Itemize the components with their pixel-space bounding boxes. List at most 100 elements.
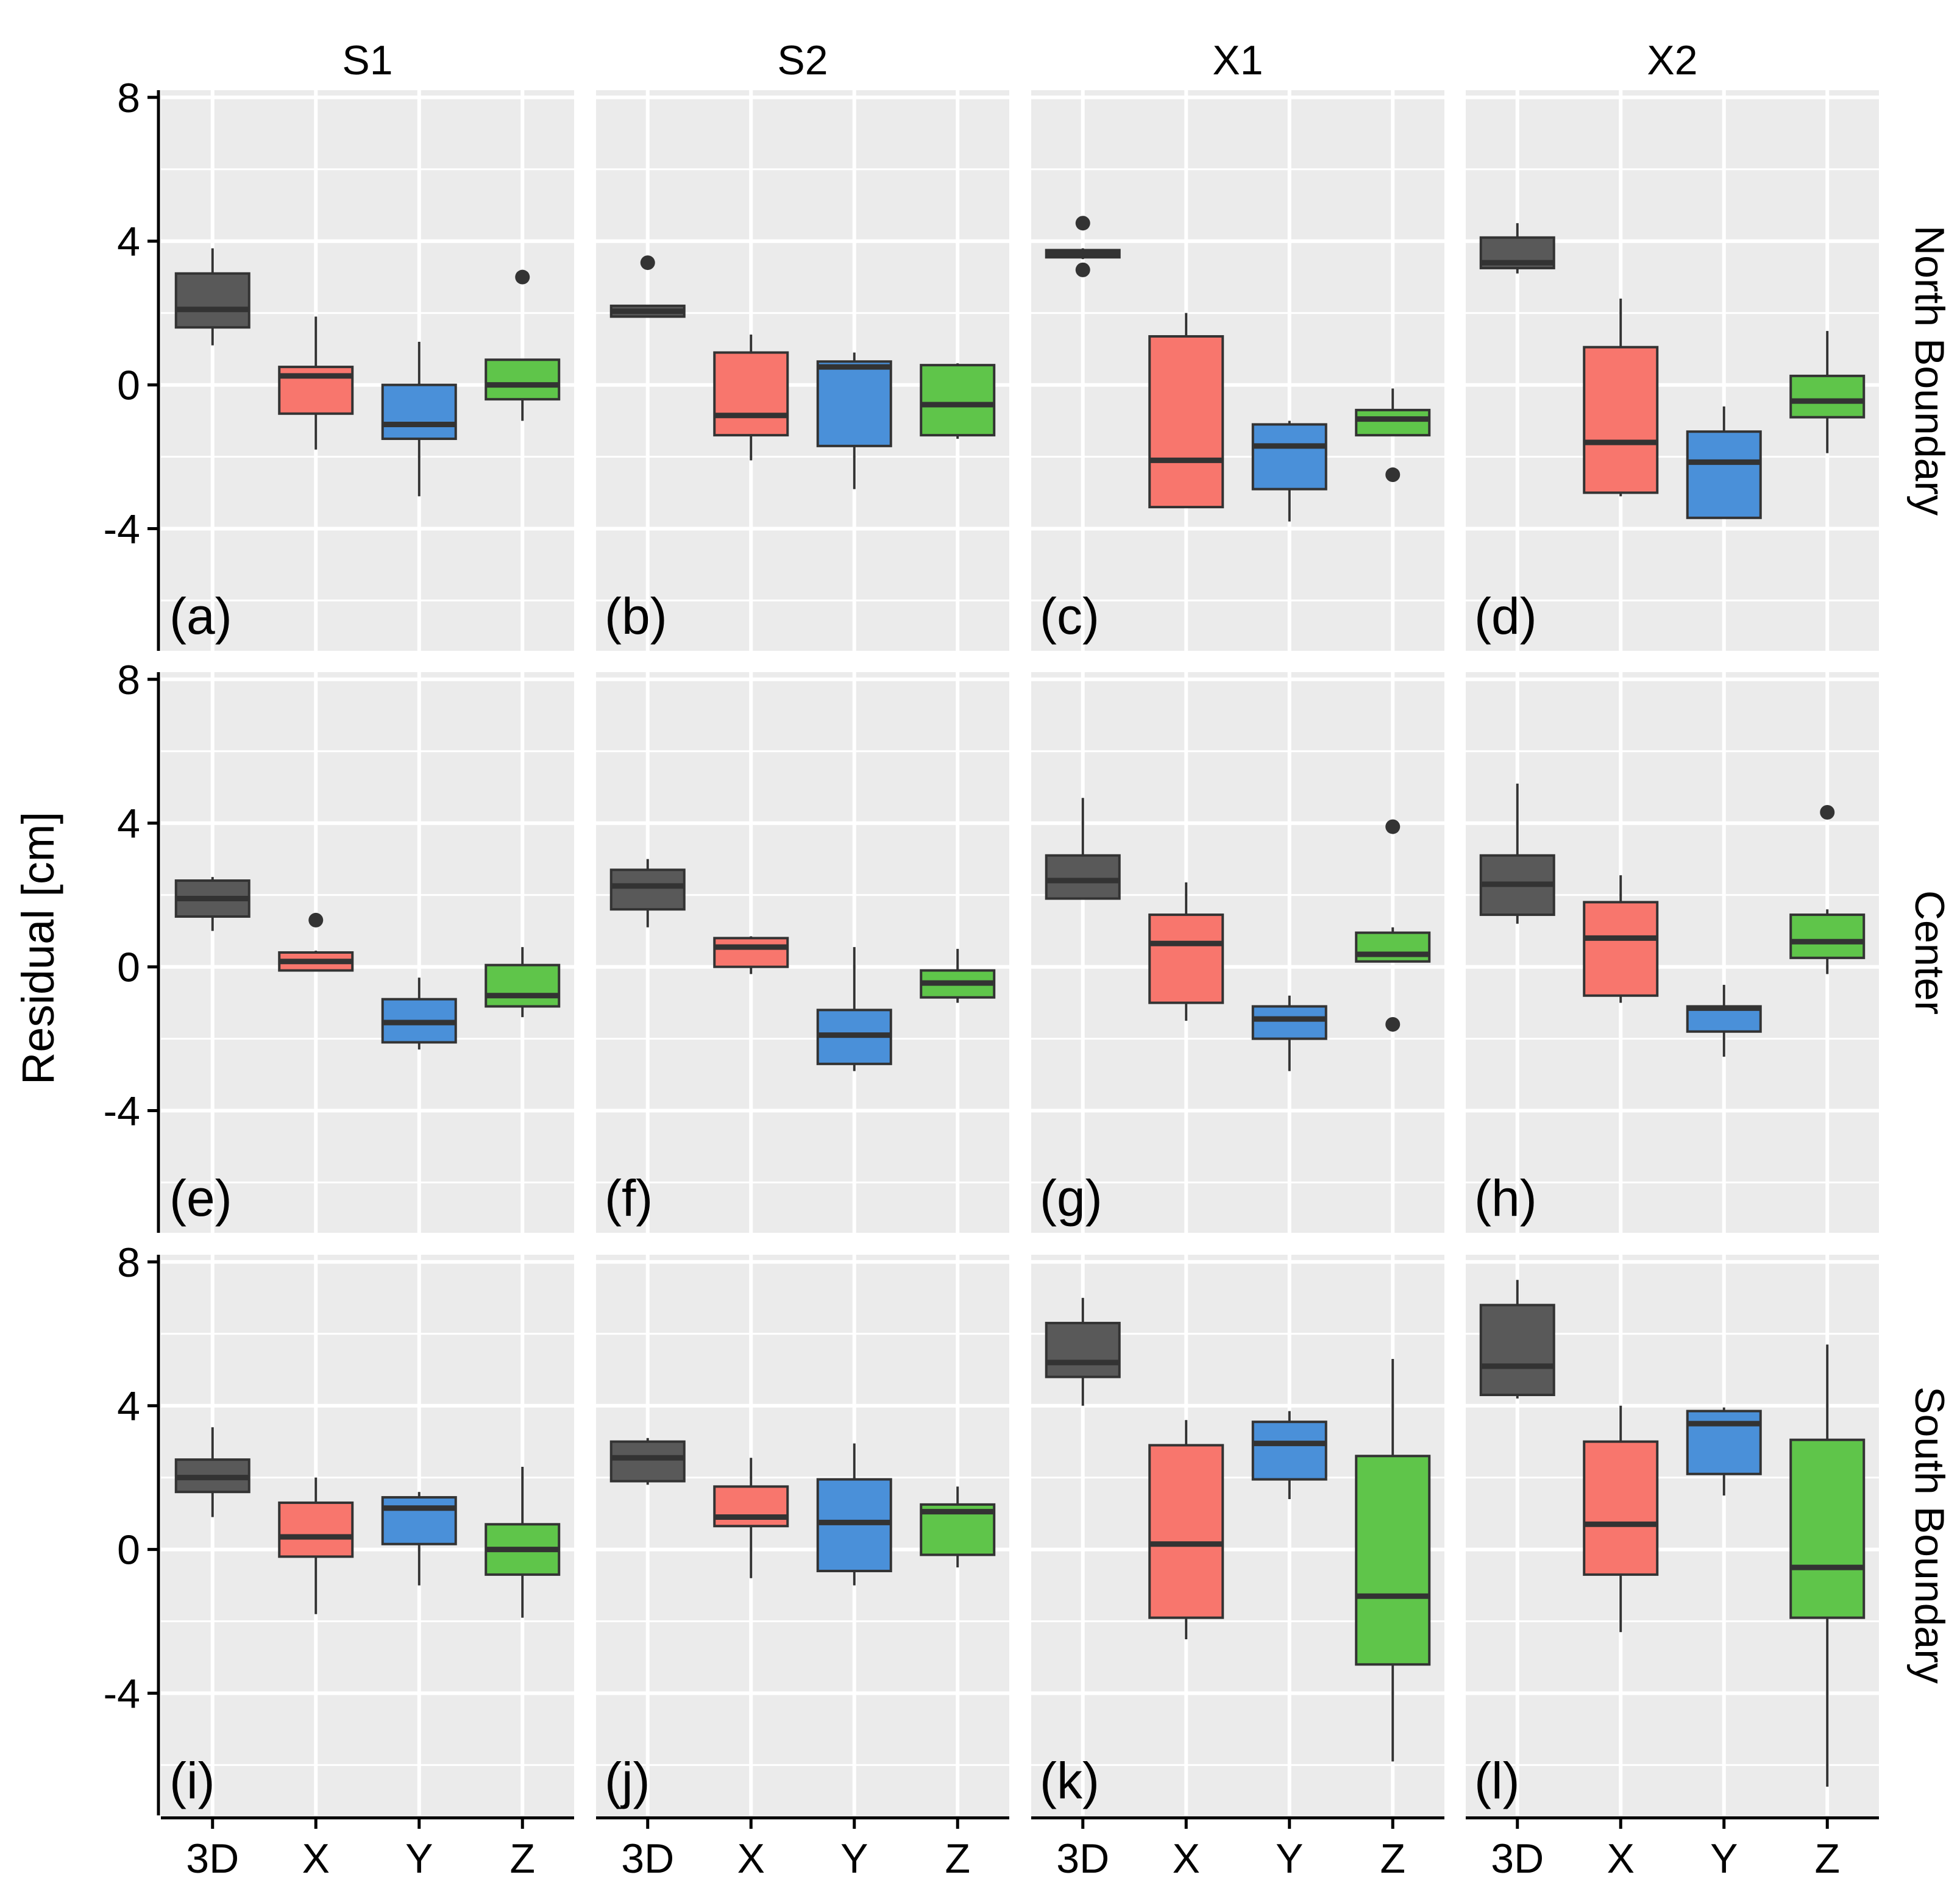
y-tick-label: 8 <box>117 1240 140 1286</box>
box-y <box>816 947 892 1071</box>
box-z <box>920 949 996 1003</box>
x-tick-label: X <box>1173 1835 1200 1882</box>
box-y <box>816 352 892 489</box>
box-3d <box>609 255 686 318</box>
box-iqr <box>1789 374 1866 419</box>
box-x <box>713 936 789 974</box>
panel-g: (g) <box>1031 672 1444 1233</box>
panel-layer: (a) (b) (c) (d) (e) (f) (g) (h) (i) (j) (k) (l) <box>161 90 1879 1815</box>
y-axis-row-1: -4 0 4 8 <box>104 657 160 1233</box>
box-3d <box>174 1427 250 1517</box>
outlier-point <box>1820 805 1835 820</box>
panel-label: (i) <box>169 1752 215 1809</box>
box-z <box>1789 331 1866 453</box>
outlier-point <box>640 255 655 271</box>
box-iqr <box>1148 335 1224 509</box>
box-x <box>1583 875 1659 1003</box>
column-strip-label: X1 <box>1212 37 1263 83</box>
box-iqr <box>1251 423 1327 491</box>
row-strip-label: Center <box>1906 890 1953 1015</box>
y-tick-label: 4 <box>117 1383 140 1430</box>
panel-label: (a) <box>169 587 232 645</box>
box-iqr <box>381 1496 457 1545</box>
outlier-point <box>1385 467 1401 483</box>
box-x <box>713 335 789 461</box>
box-z <box>1789 1344 1866 1787</box>
y-tick-label: -4 <box>104 1670 140 1717</box>
panel-h: (h) <box>1466 672 1879 1233</box>
box-y <box>1251 995 1327 1071</box>
box-y <box>1251 420 1327 522</box>
strip-layer: S1 S2 X1 X2 North Boundary Center South Bounda… <box>342 37 1953 1684</box>
y-tick-label: -4 <box>104 1088 140 1134</box>
box-iqr <box>1686 1410 1762 1475</box>
box-iqr <box>485 358 561 401</box>
box-x <box>1583 299 1659 497</box>
box-x <box>1583 1405 1659 1633</box>
box-iqr <box>1583 1440 1659 1576</box>
box-3d <box>1479 783 1555 924</box>
box-3d <box>174 877 250 931</box>
panel-label: (k) <box>1040 1752 1099 1809</box>
box-iqr <box>609 1440 686 1483</box>
box-iqr <box>713 1485 789 1528</box>
box-z <box>1355 388 1431 483</box>
box-x <box>278 1477 354 1614</box>
box-x <box>1148 313 1224 509</box>
box-y <box>381 1492 457 1586</box>
box-iqr <box>609 868 686 911</box>
panel-a: (a) <box>161 90 574 651</box>
x-tick-label: Y <box>840 1835 868 1882</box>
x-tick-label: 3D <box>1056 1835 1109 1882</box>
panel-background <box>596 672 1009 1233</box>
x-tick-label: Z <box>945 1835 970 1882</box>
panel-background <box>1031 90 1444 651</box>
outlier-point <box>1075 262 1090 277</box>
box-iqr <box>381 383 457 441</box>
box-z <box>485 269 561 421</box>
outlier-point <box>515 269 530 285</box>
column-strip-label: S2 <box>777 37 828 83</box>
box-x <box>278 912 354 972</box>
panel-f: (f) <box>596 672 1009 1233</box>
box-iqr <box>1479 1303 1555 1397</box>
box-y <box>1686 985 1762 1057</box>
box-x <box>1148 882 1224 1021</box>
box-iqr <box>713 937 789 968</box>
panel-l: (l) <box>1466 1255 1879 1815</box>
panel-label: (c) <box>1040 587 1099 645</box>
outlier-point <box>308 912 324 927</box>
panel-d: (d) <box>1466 90 1879 651</box>
row-strip-label: North Boundary <box>1906 225 1953 516</box>
x-tick-label: X <box>1607 1835 1635 1882</box>
panel-b: (b) <box>596 90 1009 651</box>
box-y <box>1251 1411 1327 1500</box>
panel-label: (b) <box>605 587 667 645</box>
y-tick-label: 0 <box>117 363 140 409</box>
box-z <box>920 363 996 439</box>
x-axis-col-3: 3D X Y Z <box>1466 1816 1879 1882</box>
x-tick-label: Y <box>1710 1835 1738 1882</box>
y-tick-label: 0 <box>117 1527 140 1573</box>
x-axis-col-2: 3D X Y Z <box>1031 1816 1444 1882</box>
panel-background <box>161 672 574 1233</box>
y-tick-label: 4 <box>117 801 140 847</box>
outlier-point <box>1385 819 1401 834</box>
column-strip-label: S1 <box>342 37 392 83</box>
box-iqr <box>1148 1444 1224 1619</box>
x-tick-label: X <box>302 1835 330 1882</box>
x-tick-label: X <box>737 1835 765 1882</box>
panel-c: (c) <box>1031 90 1444 651</box>
y-axis-row-2: -4 0 4 8 <box>104 1240 160 1815</box>
x-tick-label: Z <box>1814 1835 1840 1882</box>
panel-label: (f) <box>605 1169 653 1227</box>
box-3d <box>174 248 250 346</box>
box-3d <box>1479 223 1555 274</box>
x-axis-col-1: 3D X Y Z <box>596 1816 1009 1882</box>
panel-label: (d) <box>1474 587 1537 645</box>
x-tick-label: Y <box>405 1835 433 1882</box>
box-y <box>381 341 457 497</box>
panel-label: (j) <box>605 1752 650 1809</box>
x-tick-label: 3D <box>621 1835 674 1882</box>
